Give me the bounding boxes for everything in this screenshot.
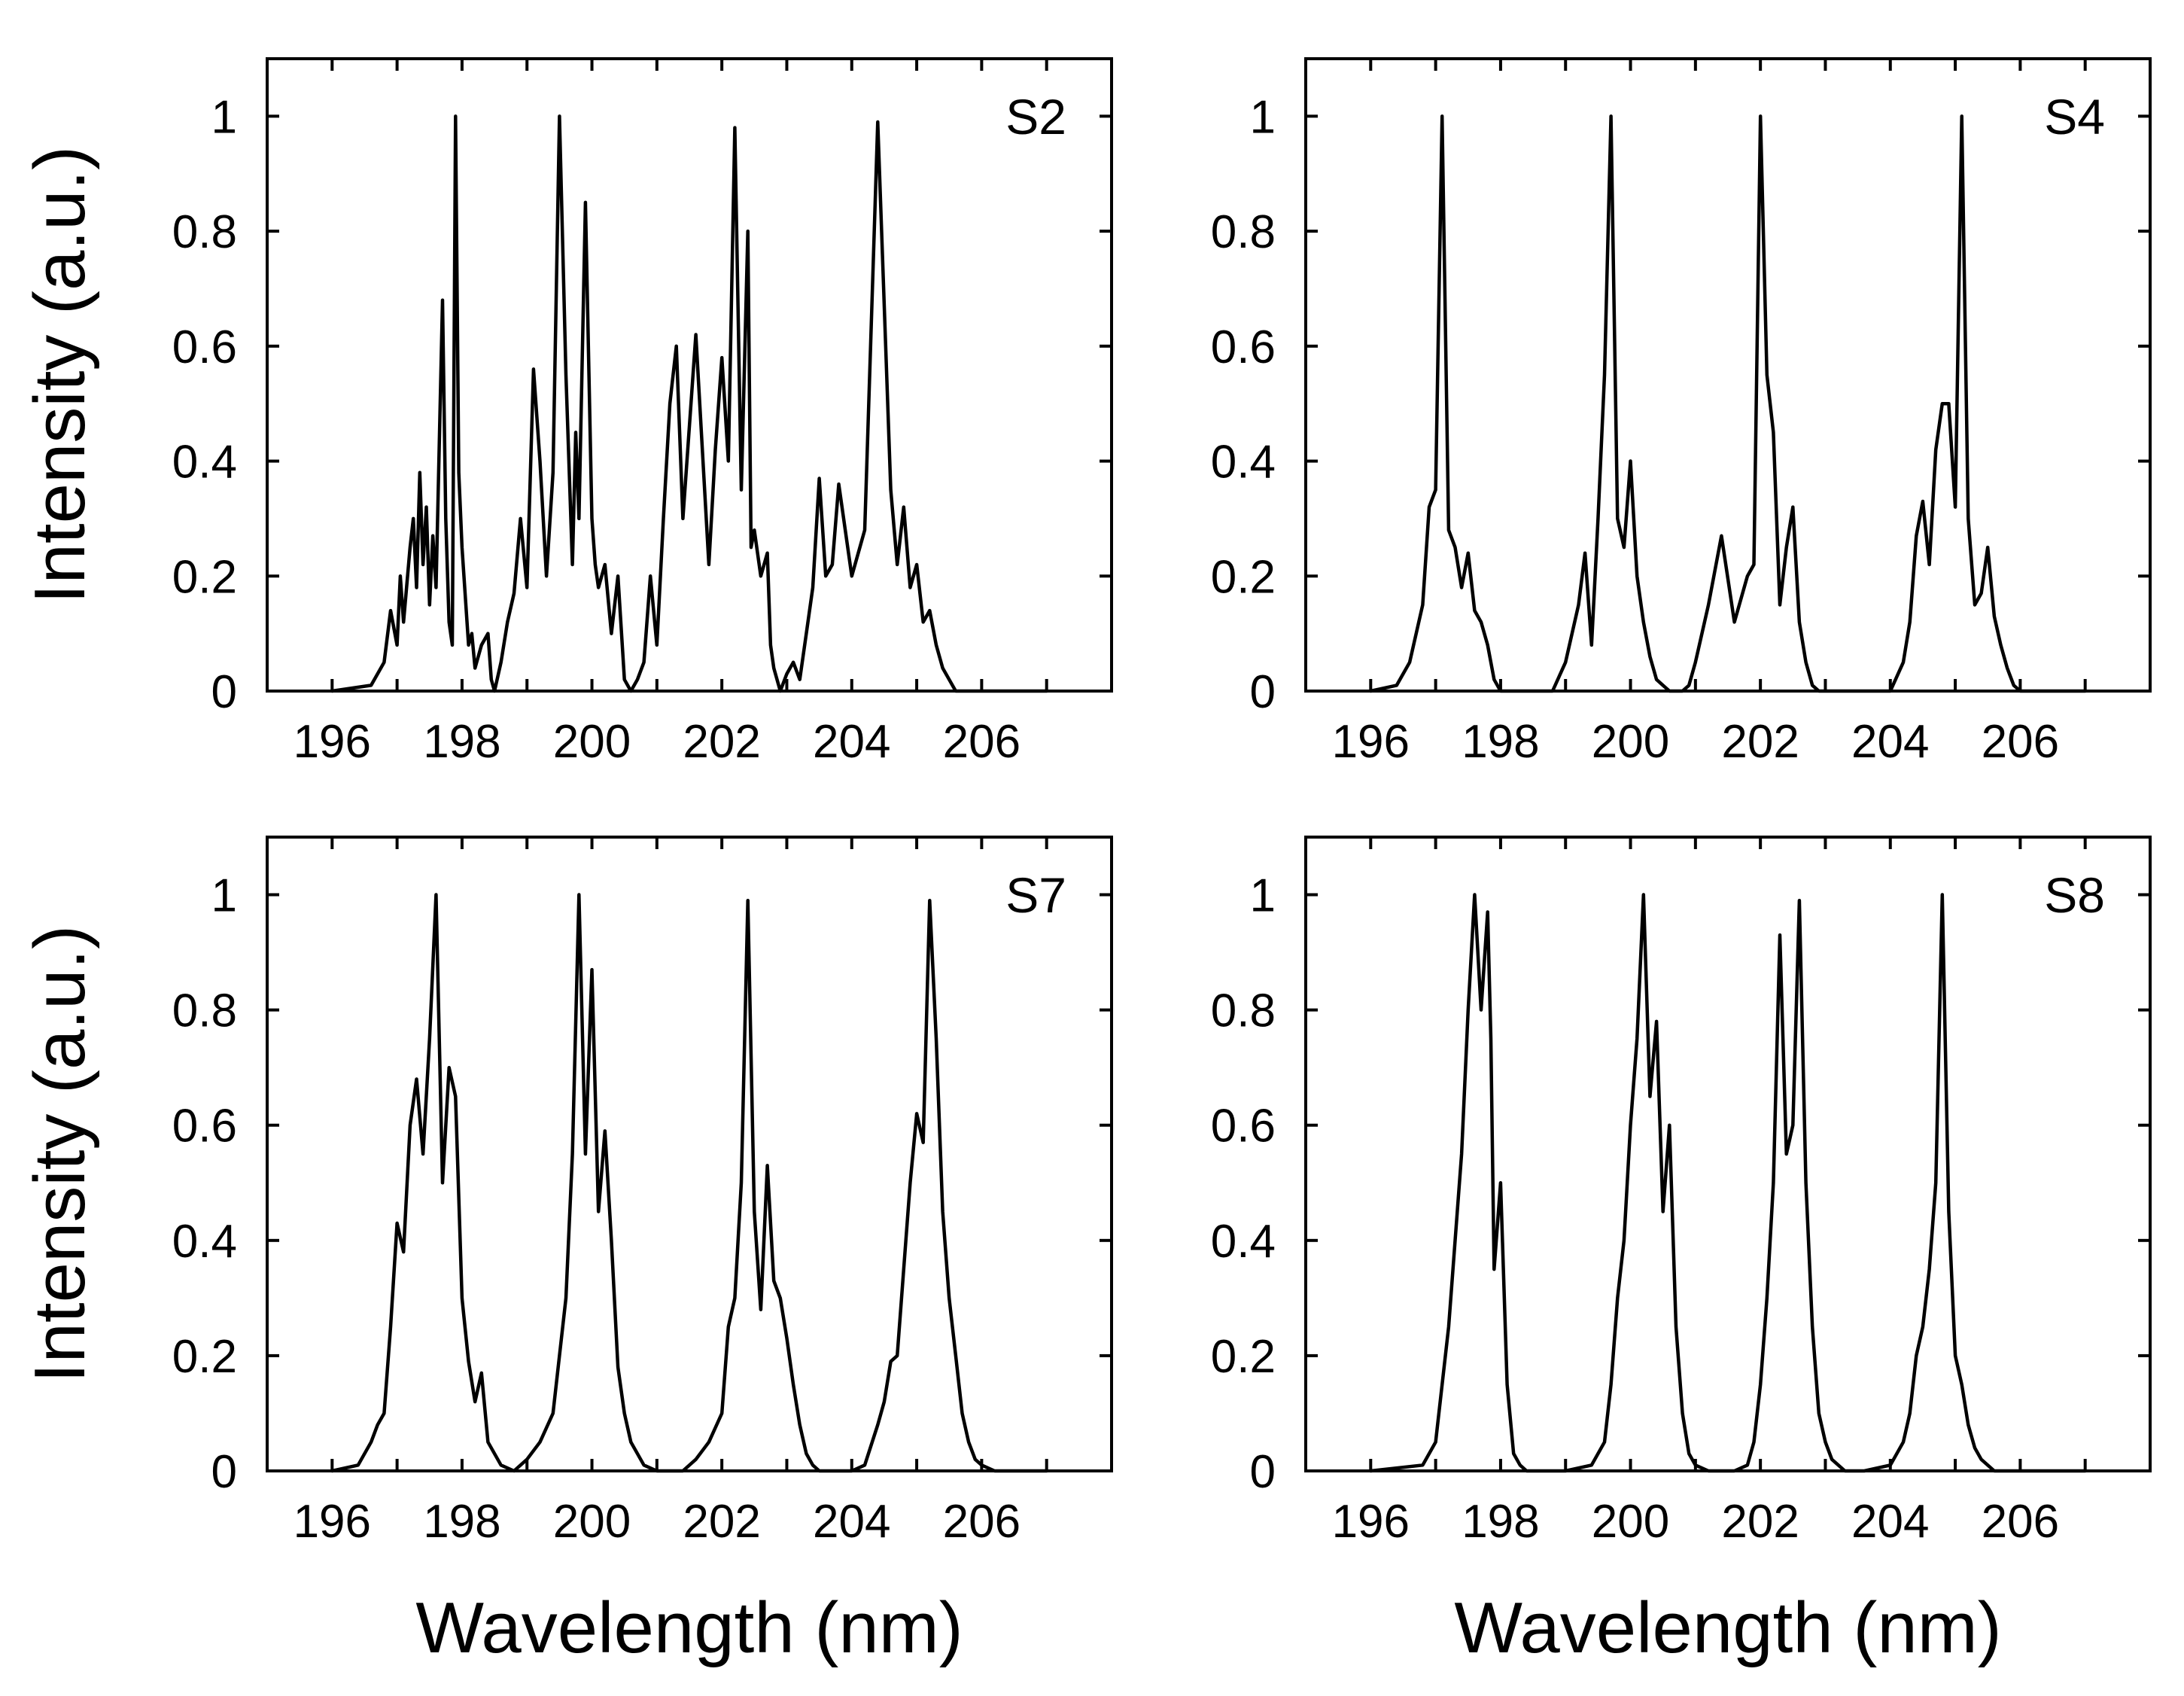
series-line-s4: [1369, 114, 2087, 693]
y-tick-label: 0.4: [1211, 1216, 1276, 1268]
y-tick-label: 0: [211, 666, 237, 718]
panel-s4: 0 0.2 0.4 0.6 0.8 1 196 198 200 202 204 206 S4: [1211, 57, 2152, 768]
x-tick-label: 204: [813, 716, 890, 768]
x-tick-label: 202: [1721, 1496, 1799, 1548]
x-tick-label: 200: [553, 1496, 631, 1548]
panel-label: S7: [1005, 867, 1066, 923]
y-tick-label: 1: [1250, 870, 1276, 922]
x-tick-label: 202: [683, 716, 760, 768]
y-tick-label: 0.6: [1211, 321, 1276, 373]
x-tick-label: 204: [1851, 1496, 1929, 1548]
y-tick-label: 1: [211, 91, 237, 143]
y-tick-label: 0: [1250, 1446, 1276, 1498]
y-axis-title: Intensity (a.u.): [20, 925, 100, 1383]
x-tick-label: 198: [1462, 716, 1539, 768]
y-tick-label: 0: [1250, 666, 1276, 718]
panel-s7: 0 0.2 0.4 0.6 0.8 1 196 198 200 202 204 206 S7 Intens…: [20, 836, 1113, 1668]
x-tick-label: 206: [1982, 716, 2059, 768]
y-tick-label: 0.4: [172, 437, 237, 489]
y-tick-label: 0: [211, 1446, 237, 1498]
x-tick-label: 202: [1721, 716, 1799, 768]
y-tick-label: 0.6: [172, 1101, 237, 1152]
panel-label: S2: [1005, 89, 1066, 145]
y-tick-label: 0.2: [1211, 551, 1276, 603]
y-tick-label: 0.8: [1211, 985, 1276, 1037]
x-tick-label: 196: [294, 716, 371, 768]
x-tick-label: 206: [943, 1496, 1021, 1548]
y-tick-label: 0.4: [172, 1216, 237, 1268]
plot-frame: [1304, 57, 2152, 693]
panel-label: S4: [2044, 89, 2105, 145]
y-tick-label: 0.8: [172, 985, 237, 1037]
x-tick-label: 198: [1462, 1496, 1539, 1548]
series-line-s2: [330, 114, 1048, 693]
y-tick-label: 0.6: [1211, 1101, 1276, 1152]
plot-frame: [266, 836, 1113, 1472]
panel-s2: 0 0.2 0.4 0.6 0.8 1 196 198 200 202 204 206 S2 Intens…: [20, 57, 1113, 768]
x-tick-label: 200: [1592, 1496, 1669, 1548]
x-tick-label: 198: [423, 716, 500, 768]
panel-label: S8: [2044, 867, 2105, 923]
x-tick-label: 196: [1332, 1496, 1410, 1548]
y-tick-label: 0.4: [1211, 437, 1276, 489]
y-tick-label: 1: [1250, 91, 1276, 143]
x-tick-label: 204: [813, 1496, 890, 1548]
y-tick-label: 0.8: [172, 206, 237, 258]
x-tick-label: 202: [683, 1496, 760, 1548]
x-tick-label: 198: [423, 1496, 500, 1548]
x-axis-title: Wavelength (nm): [415, 1588, 963, 1668]
series-line-s7: [330, 893, 1048, 1473]
x-tick-label: 204: [1851, 716, 1929, 768]
series-line-s8: [1369, 893, 2087, 1473]
x-tick-label: 196: [294, 1496, 371, 1548]
x-tick-label: 206: [1982, 1496, 2059, 1548]
y-tick-label: 0.2: [172, 1331, 237, 1383]
x-tick-label: 200: [553, 716, 631, 768]
y-tick-label: 0.2: [1211, 1331, 1276, 1383]
y-tick-label: 1: [211, 870, 237, 922]
plot-frame: [1304, 836, 2152, 1472]
y-tick-label: 0.6: [172, 321, 237, 373]
y-tick-label: 0.2: [172, 551, 237, 603]
x-axis-title: Wavelength (nm): [1454, 1588, 2001, 1668]
plot-frame: [266, 57, 1113, 693]
y-axis-title: Intensity (a.u.): [20, 146, 100, 604]
x-tick-label: 196: [1332, 716, 1410, 768]
y-tick-label: 0.8: [1211, 206, 1276, 258]
panel-s8: 0 0.2 0.4 0.6 0.8 1 196 198 200 202 204 206 S8 Wavele…: [1211, 836, 2152, 1668]
x-tick-label: 200: [1592, 716, 1669, 768]
x-tick-label: 206: [943, 716, 1021, 768]
